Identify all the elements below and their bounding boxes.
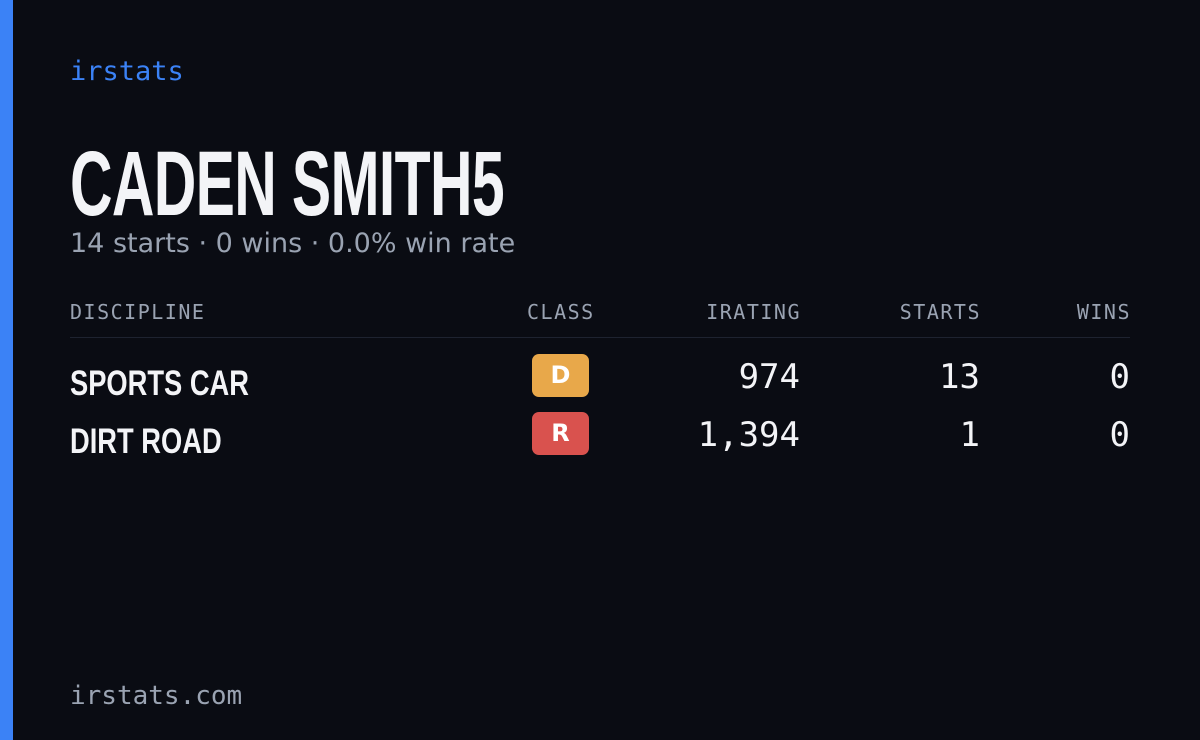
starts: 13 [939,357,980,397]
class-badge: D [532,354,589,397]
column-header: CLASS [527,300,595,324]
wins: 0 [1109,357,1130,397]
brand: irstats [70,56,184,87]
discipline: DIRT ROAD [70,422,222,461]
divider [70,337,1130,338]
irating: 1,394 [697,415,800,455]
footer-url: irstats.com [70,681,243,711]
discipline: SPORTS CAR [70,364,249,403]
starts: 1 [959,415,980,455]
class-badge: R [532,412,589,455]
column-header: STARTS [899,300,981,324]
column-header: DISCIPLINE [70,300,206,324]
accent-bar [0,0,13,740]
irating: 974 [738,357,800,397]
wins: 0 [1109,415,1130,455]
summary: 14 starts · 0 wins · 0.0% win rate [70,228,516,259]
player-name: CADEN SMITH5 [70,133,505,235]
column-header: IRATING [706,300,801,324]
column-header: WINS [1076,300,1131,324]
